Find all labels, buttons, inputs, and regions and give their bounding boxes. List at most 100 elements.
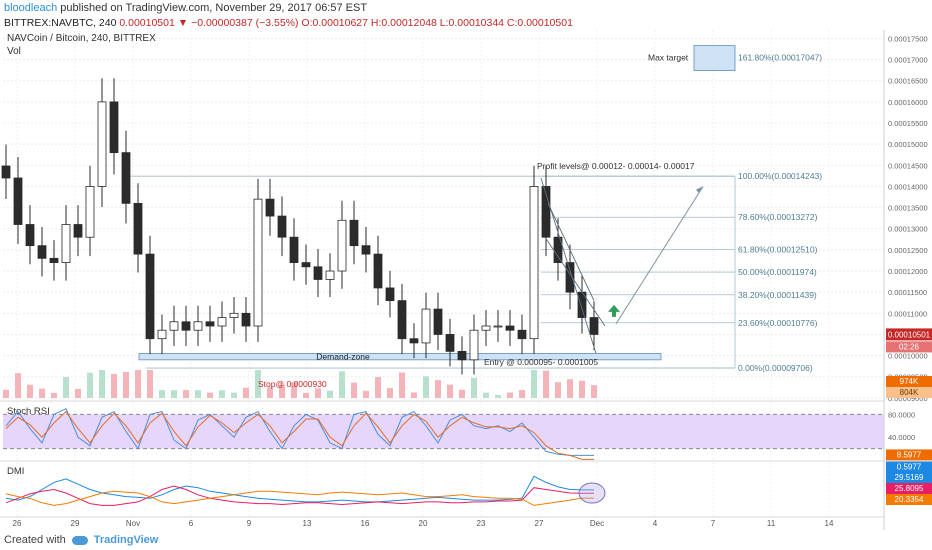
author-link[interactable]: bloodleach [4, 2, 58, 14]
x-tick-label: 23 [477, 519, 486, 528]
volume-bar [483, 392, 489, 398]
x-tick-label: 27 [535, 519, 544, 528]
volume-bar [327, 390, 333, 398]
candle-body [469, 329, 479, 361]
candle-body [277, 215, 287, 238]
volume-bar [399, 372, 405, 398]
candle-body [61, 224, 71, 263]
volume-bar [591, 385, 597, 398]
candle-body [145, 253, 155, 340]
last-price: 0.00010501 [119, 17, 175, 29]
candle-body [313, 266, 323, 280]
candle-body [169, 321, 179, 331]
volume-bar [567, 379, 573, 398]
candle-body [445, 334, 455, 352]
candle-body [517, 329, 527, 340]
price-tick-label: 0.00015500 [888, 119, 928, 128]
volume-bar [459, 389, 465, 398]
chart-area[interactable]: 161.80%(0.00017047)100.00%(0.00014243)78… [0, 30, 932, 530]
candle-body [109, 101, 119, 154]
volume-bar [3, 389, 9, 398]
candle-body [373, 253, 383, 289]
volume-bar [339, 371, 345, 398]
volume-bar [171, 390, 177, 398]
x-tick-label: 20 [419, 519, 428, 528]
volume-bar [159, 390, 165, 398]
tradingview-brand[interactable]: TradingView [93, 534, 159, 546]
price-tick-label: 0.00014500 [888, 161, 928, 170]
price-tick-label: 0.00011000 [888, 309, 927, 318]
dmi-plus-badge [886, 483, 932, 494]
candle-body [289, 236, 299, 263]
dmi-minus-badge [886, 494, 932, 505]
candle-body [49, 257, 59, 263]
stoch-line [5, 408, 594, 456]
candle-body [121, 152, 131, 204]
volume-bar [423, 376, 429, 398]
annotations [540, 177, 704, 354]
wedge-line [544, 236, 606, 327]
volume-bar [219, 390, 225, 398]
candle-body [97, 101, 107, 187]
dmi-adx-badge-text: 29.5169 [895, 473, 924, 482]
candle-body [409, 338, 419, 344]
volume-bar [435, 380, 441, 398]
volume-bar [39, 388, 45, 398]
volume-bar [291, 382, 297, 398]
profit-levels-label: Profit levels@ 0.00012- 0.00014- 0.00017 [537, 161, 695, 171]
volume-bar [303, 392, 309, 398]
fib-level-label: 0.00%(0.00009706) [738, 363, 813, 373]
volume-bar [531, 370, 537, 398]
volume-bar [231, 392, 237, 398]
volume-bar [87, 372, 93, 398]
dmi-pane: DMI [5, 466, 606, 506]
x-tick-label: 11 [767, 519, 776, 528]
max-target-box [693, 45, 736, 72]
x-tick-label: 13 [303, 519, 312, 528]
x-tick-label: Dec [590, 519, 604, 528]
x-tick-label: 9 [247, 519, 252, 528]
demand-zone-label: Demand-zone [316, 352, 370, 362]
candle-body [73, 224, 83, 238]
countdown-badge-text: 02:26 [899, 342, 920, 351]
last-price-badge [886, 328, 932, 341]
price-tick-label: 0.00011500 [888, 288, 927, 297]
volume-badge [886, 376, 932, 387]
candle-body [385, 287, 395, 302]
axes: 0.00017500 0.00017000 0.00016500 0.00016000… [13, 30, 932, 530]
candle-body [433, 308, 443, 335]
x-tick-label: 16 [361, 519, 370, 528]
symbol-label: BITTREX:NAVBTC, 240 [4, 17, 117, 29]
volume-bar [255, 370, 261, 398]
volume-bar [147, 370, 153, 398]
price-tick-label: 0.00017000 [888, 56, 928, 65]
x-tick-label: 14 [825, 519, 834, 528]
candle-body [481, 325, 491, 331]
volume-bar [555, 382, 561, 398]
price-tick-label: 0.00013500 [888, 204, 928, 213]
drawing-tools[interactable]: 161.80%(0.00017047) 100.00%(0.00014243) 78… [130, 45, 822, 390]
projection-arrow-icon [696, 186, 703, 194]
tradingview-logo-icon [71, 535, 88, 545]
volume-bar [99, 370, 105, 398]
candle-body [193, 321, 203, 331]
down-triangle-icon: ▼ [177, 17, 189, 29]
demand-zone-box [138, 353, 662, 361]
volume-bar [447, 384, 453, 398]
candle-body [349, 219, 359, 247]
volume-bar [471, 377, 477, 398]
stoch-line [5, 410, 594, 460]
candle-body [181, 321, 191, 331]
volume-ma-badge-text: 804K [900, 388, 919, 397]
volume-bar [183, 390, 189, 398]
volume-ma-badge [886, 387, 932, 398]
publish-info: bloodleach published on TradingView.com,… [4, 2, 367, 14]
candle-body [133, 202, 143, 255]
price-tick-label: 0.00016000 [888, 98, 928, 107]
stoch-label: Stoch RSI [7, 406, 50, 417]
last-price-badge-text: 0.00010501 [888, 330, 931, 339]
candle-body [85, 186, 95, 238]
fib-level-label: 61.80%(0.00012510) [738, 244, 818, 254]
volume-bar [123, 372, 129, 398]
stoch-tick-label: 40.0000 [888, 433, 915, 442]
